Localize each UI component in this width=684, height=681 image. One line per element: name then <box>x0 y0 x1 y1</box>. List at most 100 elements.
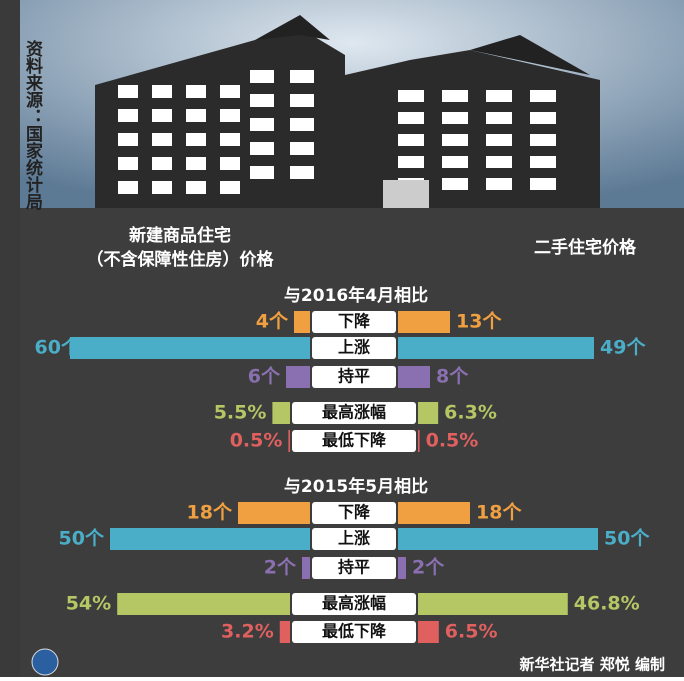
value-label: 0.5% <box>230 430 283 452</box>
value-label: 13个 <box>456 311 502 333</box>
infographic: 资料来源：国家统计局 新建商品住宅 （不含保障性住房）价格 二手住宅价格 新华社… <box>0 0 684 677</box>
value-label: 60个 <box>35 337 81 359</box>
left-header: （不含保障性住房）价格 <box>87 249 275 270</box>
value-label: 46.8% <box>574 593 640 615</box>
bar <box>238 502 310 524</box>
window <box>442 156 468 168</box>
value-label: 18个 <box>476 502 522 524</box>
window <box>442 178 468 190</box>
category-label: 最低下降 <box>322 431 387 450</box>
window <box>152 157 172 170</box>
window <box>290 70 314 83</box>
category-label: 最低下降 <box>322 622 387 641</box>
window <box>118 109 138 122</box>
window <box>290 94 314 107</box>
window <box>250 166 274 179</box>
bar <box>398 528 598 550</box>
window <box>220 181 240 194</box>
value-label: 5.5% <box>214 402 267 424</box>
window <box>220 85 240 98</box>
bar <box>117 593 290 615</box>
window <box>220 133 240 146</box>
window <box>152 109 172 122</box>
category-label: 下降 <box>338 503 371 522</box>
category-label: 最高涨幅 <box>322 403 386 422</box>
window <box>118 133 138 146</box>
window <box>486 90 512 102</box>
window <box>530 90 556 102</box>
bar <box>398 337 594 359</box>
value-label: 6.3% <box>444 402 497 424</box>
value-label: 18个 <box>187 502 233 524</box>
value-label: 4个 <box>256 311 289 333</box>
window <box>186 109 206 122</box>
window <box>398 112 424 124</box>
window <box>250 118 274 131</box>
window <box>186 85 206 98</box>
window <box>250 142 274 155</box>
value-label: 8个 <box>436 366 469 388</box>
bar <box>398 502 470 524</box>
window <box>398 90 424 102</box>
bar <box>70 337 310 359</box>
chart-title: 与2015年5月相比 <box>284 476 428 497</box>
bar <box>418 593 568 615</box>
value-label: 6个 <box>248 366 281 388</box>
window <box>152 133 172 146</box>
bar <box>418 430 420 452</box>
bar <box>280 621 290 643</box>
window <box>250 94 274 107</box>
value-label: 50个 <box>604 528 650 550</box>
window <box>530 178 556 190</box>
bar <box>398 557 406 579</box>
window <box>486 178 512 190</box>
window <box>290 166 314 179</box>
value-label: 2个 <box>412 557 445 579</box>
category-label: 上涨 <box>338 529 370 548</box>
window <box>486 156 512 168</box>
logo <box>32 649 58 675</box>
window <box>152 181 172 194</box>
window <box>186 181 206 194</box>
bar <box>398 311 450 333</box>
value-label: 2个 <box>264 557 297 579</box>
value-label: 50个 <box>59 528 105 550</box>
bar <box>398 366 430 388</box>
bar <box>302 557 310 579</box>
category-label: 持平 <box>338 367 370 386</box>
category-label: 上涨 <box>338 338 370 357</box>
bar <box>288 430 290 452</box>
window <box>530 112 556 124</box>
bar <box>294 311 310 333</box>
category-label: 持平 <box>338 558 370 577</box>
window <box>186 157 206 170</box>
window <box>442 134 468 146</box>
footer: 新华社记者 郑悦 编制 <box>520 656 665 674</box>
window <box>290 142 314 155</box>
category-label: 下降 <box>338 312 371 331</box>
source: 资料来源：国家统计局 <box>22 39 44 211</box>
chart-title: 与2016年4月相比 <box>284 285 428 306</box>
value-label: 3.2% <box>221 621 274 643</box>
window <box>152 85 172 98</box>
value-label: 54% <box>66 593 111 615</box>
bar <box>110 528 310 550</box>
window <box>442 90 468 102</box>
left-header: 新建商品住宅 <box>129 225 231 246</box>
window <box>398 134 424 146</box>
bar <box>418 402 438 424</box>
window <box>530 156 556 168</box>
value-label: 0.5% <box>426 430 479 452</box>
category-label: 最高涨幅 <box>322 594 386 613</box>
window <box>250 70 274 83</box>
window <box>398 156 424 168</box>
window <box>290 118 314 131</box>
right-header: 二手住宅价格 <box>534 237 637 258</box>
bar <box>418 621 439 643</box>
window <box>118 181 138 194</box>
bar <box>272 402 290 424</box>
window <box>220 109 240 122</box>
window <box>186 133 206 146</box>
window <box>530 134 556 146</box>
value-label: 49个 <box>600 337 646 359</box>
